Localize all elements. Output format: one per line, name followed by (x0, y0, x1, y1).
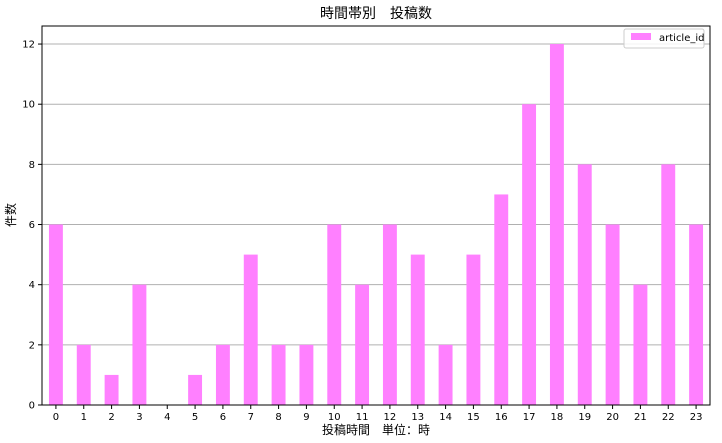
bar-hour-0 (48, 224, 63, 405)
y-tick-label: 12 (22, 40, 35, 51)
bar-hour-23 (689, 224, 704, 405)
bars (48, 44, 704, 406)
x-axis-title: 投稿時間 単位：時 (322, 422, 430, 437)
x-tick-label: 16 (495, 412, 508, 423)
bar-hour-15 (466, 254, 481, 405)
bar-hour-6 (215, 344, 230, 405)
bar-hour-3 (132, 284, 147, 405)
bar-hour-5 (188, 374, 203, 405)
bar-hour-7 (243, 254, 258, 405)
x-tick-label: 17 (523, 412, 536, 423)
x-tick-label: 6 (220, 412, 226, 423)
x-tick-label: 9 (303, 412, 309, 423)
x-tick-label: 1 (81, 412, 87, 423)
chart-title: 時間帯別 投稿数 (320, 6, 432, 22)
legend-swatch (631, 33, 651, 40)
bar-hour-8 (271, 344, 286, 405)
x-tick-label: 7 (248, 412, 254, 423)
bar-hour-19 (577, 164, 592, 405)
y-axis-title: 件数 (3, 203, 18, 227)
x-axis-ticks: 0 1 2 3 4 5 6 7 8 9 10 11 12 13 14 15 16 17 18 19 20 21 22 23 (53, 405, 703, 423)
x-tick-label: 5 (192, 412, 198, 423)
x-tick-label: 11 (356, 412, 369, 423)
x-tick-label: 2 (108, 412, 114, 423)
bar-hour-12 (382, 224, 397, 405)
legend-label-article-id: article_id (659, 33, 705, 44)
y-tick-label: 10 (22, 100, 35, 111)
bar-hour-20 (605, 224, 620, 405)
bar-hour-21 (633, 284, 648, 405)
bar-hour-10 (327, 224, 342, 405)
x-tick-label: 19 (578, 412, 591, 423)
x-tick-label: 12 (384, 412, 397, 423)
x-tick-label: 18 (551, 412, 564, 423)
y-axis-ticks: 0 2 4 6 8 10 12 (22, 40, 42, 412)
x-tick-label: 0 (53, 412, 59, 423)
y-tick-label: 4 (29, 280, 35, 291)
y-tick-label: 8 (29, 160, 35, 171)
bar-hour-22 (661, 164, 676, 405)
x-tick-label: 10 (328, 412, 341, 423)
y-tick-label: 6 (29, 220, 35, 231)
bar-hour-16 (494, 194, 509, 405)
plot-frame (41, 25, 711, 406)
x-tick-label: 15 (467, 412, 480, 423)
bar-hour-11 (355, 284, 370, 405)
bar-hour-9 (299, 344, 314, 405)
bar-hour-13 (410, 254, 425, 405)
x-tick-label: 21 (634, 412, 647, 423)
x-tick-label: 8 (275, 412, 281, 423)
bar-hour-14 (438, 344, 453, 405)
bar-hour-17 (522, 104, 537, 405)
x-tick-label: 14 (439, 412, 452, 423)
y-tick-label: 0 (29, 401, 35, 412)
bar-hour-1 (76, 344, 91, 405)
gridlines (42, 43, 710, 346)
bar-hour-18 (549, 44, 564, 406)
x-tick-label: 13 (411, 412, 424, 423)
x-tick-label: 22 (662, 412, 675, 423)
x-tick-label: 4 (164, 412, 170, 423)
x-tick-label: 3 (136, 412, 142, 423)
y-tick-label: 2 (29, 340, 35, 351)
x-tick-label: 20 (606, 412, 619, 423)
bar-hour-2 (104, 374, 119, 405)
legend: article_id (623, 28, 705, 49)
x-tick-label: 23 (690, 412, 703, 423)
